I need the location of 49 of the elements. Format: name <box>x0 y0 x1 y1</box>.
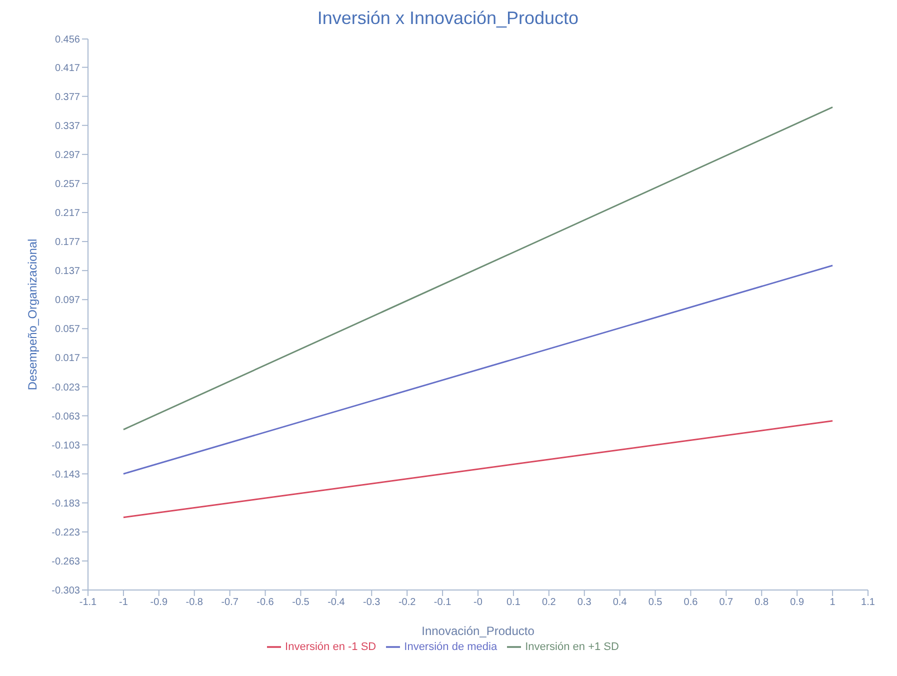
chart-title: Inversión x Innovación_Producto <box>316 8 580 30</box>
x-tick-label: -0.9 <box>150 597 168 608</box>
legend-label: Inversión en +1 SD <box>525 640 619 653</box>
x-tick-label: 0.2 <box>542 597 556 608</box>
y-tick-label: 0.377 <box>54 92 80 103</box>
x-tick-label: 0.7 <box>719 597 734 608</box>
y-tick-label: 0.217 <box>54 208 80 220</box>
x-tick-label: 0.4 <box>612 597 628 608</box>
y-tick-label: 0.297 <box>54 150 80 161</box>
x-tick-label: -0.4 <box>328 597 346 608</box>
y-tick-label: 0.137 <box>54 266 80 278</box>
y-tick-label: 0.456 <box>54 34 80 46</box>
x-tick-label: -0.1 <box>434 597 452 608</box>
y-tick-label: -0.023 <box>52 382 80 394</box>
y-tick-label: 0.337 <box>54 120 80 132</box>
x-tick-label: -0 <box>474 597 483 608</box>
y-tick-label: 0.177 <box>54 237 80 248</box>
y-tick-label: -0.143 <box>52 469 80 480</box>
y-tick-label: -0.303 <box>52 586 80 597</box>
x-tick-label: -0.2 <box>398 597 416 608</box>
x-tick-label: -0.3 <box>363 597 381 608</box>
y-tick-label: -0.103 <box>52 440 80 452</box>
y-tick-label: 0.417 <box>54 62 80 74</box>
y-tick-label: 0.257 <box>54 179 80 190</box>
x-tick-label: 0.3 <box>577 597 592 608</box>
x-tick-label: 1 <box>830 597 836 608</box>
x-tick-label: 0.9 <box>790 597 804 608</box>
y-tick-label: 0.057 <box>54 324 80 336</box>
x-tick-label: 0.1 <box>506 597 521 608</box>
x-tick-label: -1.1 <box>79 597 98 608</box>
legend-label: Inversión en -1 SD <box>285 640 376 653</box>
y-tick-label: -0.183 <box>52 498 80 510</box>
y-tick-label: 0.017 <box>54 353 80 364</box>
y-tick-label: -0.063 <box>52 411 80 422</box>
x-tick-label: 0.8 <box>754 597 770 608</box>
x-tick-label: 0.5 <box>648 597 663 608</box>
x-tick-label: -0.8 <box>186 597 204 608</box>
y-tick-label: -0.263 <box>52 556 80 568</box>
x-axis-title: Innovación_Producto <box>422 624 535 638</box>
x-tick-label: 0.6 <box>684 597 698 608</box>
x-tick-label: -0.7 <box>221 597 239 608</box>
x-tick-label: -0.6 <box>256 597 274 608</box>
x-tick-label: -0.5 <box>292 597 310 608</box>
x-tick-label: -1 <box>119 597 128 608</box>
y-axis-title: Desempeño_Organizacional <box>25 238 40 390</box>
y-tick-label: -0.223 <box>52 527 80 538</box>
x-tick-label: 1.1 <box>861 597 876 608</box>
y-tick-label: 0.097 <box>54 295 80 306</box>
legend-label: Inversión de media <box>404 640 498 653</box>
